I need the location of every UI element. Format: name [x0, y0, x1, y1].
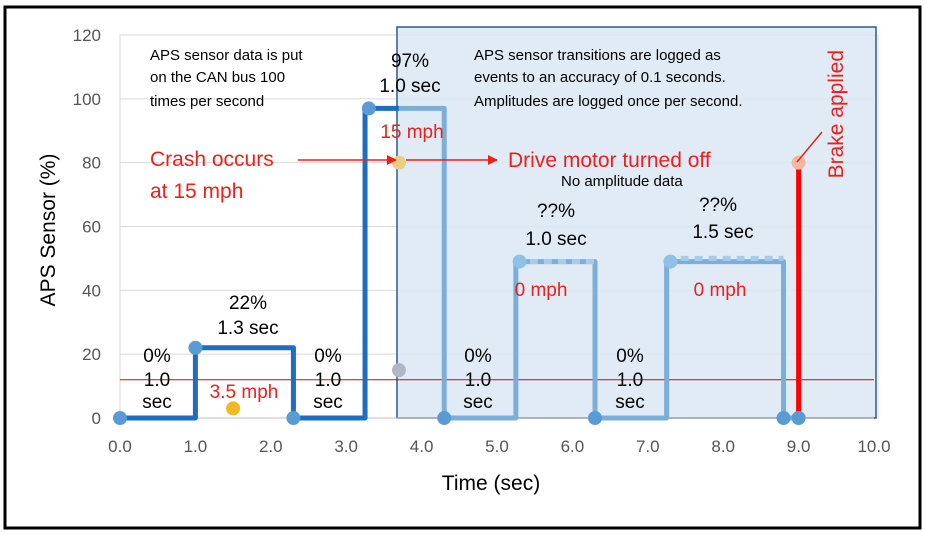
- y-tick-label-4: 80: [82, 154, 101, 173]
- seg6-percent-label: ??%: [537, 201, 575, 222]
- x-tick-label-5: 5.0: [485, 437, 509, 456]
- data-points: [113, 101, 806, 425]
- seg6-duration-label: 1.0 sec: [525, 229, 586, 250]
- dashed-connectors: [515, 255, 784, 265]
- seg2-duration-label: 1.3 sec: [217, 318, 278, 339]
- y-tick-label-2: 40: [82, 281, 101, 300]
- data-point-9: [791, 411, 806, 425]
- seg5-percent-label: 0%: [464, 346, 492, 367]
- seg8-duration-label: 1.5 sec: [692, 222, 753, 243]
- logging-note-line-2: events to an accuracy of 0.1 seconds.: [474, 69, 726, 86]
- y-tick-label-3: 60: [82, 218, 101, 237]
- can-bus-note-line-1: APS sensor data is put: [150, 47, 303, 64]
- crash-note-line-1: Crash occurs: [150, 148, 274, 171]
- seg2-percent-label: 22%: [229, 293, 267, 314]
- data-point-13: [226, 401, 241, 416]
- y-tick-label-1: 20: [82, 345, 101, 364]
- crash-note-line-2: at 15 mph: [150, 180, 243, 203]
- x-tick-label-3: 3.0: [334, 437, 358, 456]
- series-line-1: [398, 105, 799, 421]
- data-point-11: [391, 155, 406, 170]
- seg1-percent-label: 0%: [143, 346, 171, 367]
- y-tick-label-5: 100: [73, 90, 101, 109]
- data-point-2: [286, 411, 301, 425]
- x-axis-title: Time (sec): [442, 472, 540, 495]
- seg6-speed-label: 0 mph: [515, 280, 568, 301]
- x-tick-label-2: 2.0: [259, 437, 283, 456]
- seg3-percent-label: 0%: [314, 346, 342, 367]
- seg4-duration-label: 1.0 sec: [379, 76, 440, 97]
- data-point-7: [663, 254, 678, 269]
- seg4-speed-label: 15 mph: [380, 122, 443, 143]
- logging-note-line-1: APS sensor transitions are logged as: [474, 47, 721, 64]
- tick-labels: 0.0 1.0 2.0 3.0 4.0 5.0 6.0 7.0 8.0 9.0 10.0 0 20 40 6…: [73, 26, 891, 456]
- seg1-sec-label: sec: [142, 392, 172, 413]
- seg8-percent-label: ??%: [699, 195, 737, 216]
- seg3-sec-label: sec: [313, 392, 343, 413]
- data-point-0: [113, 411, 127, 425]
- data-point-5: [512, 254, 527, 269]
- x-tick-label-4: 4.0: [410, 437, 434, 456]
- data-point-10: [791, 155, 806, 170]
- seg2-speed-label: 3.5 mph: [210, 382, 279, 403]
- x-tick-label-9: 9.0: [787, 437, 811, 456]
- seg5-sec-label: sec: [463, 392, 493, 413]
- data-point-3: [361, 101, 376, 116]
- can-bus-note-line-3: times per second: [150, 93, 264, 110]
- can-bus-note-line-2: on the CAN bus 100: [150, 69, 285, 86]
- seg8-speed-label: 0 mph: [694, 280, 747, 301]
- x-tick-label-6: 6.0: [561, 437, 585, 456]
- motor-off-note: Drive motor turned off: [508, 149, 711, 172]
- seg1-duration-label: 1.0: [144, 370, 170, 391]
- data-point-4: [437, 411, 452, 425]
- data-point-6: [588, 411, 603, 425]
- seg7-sec-label: sec: [615, 392, 645, 413]
- x-tick-label-8: 8.0: [711, 437, 735, 456]
- brake-note: Brake applied: [825, 50, 848, 178]
- seg7-duration-label: 1.0: [617, 370, 643, 391]
- x-tick-label-0: 0.0: [108, 437, 132, 456]
- brake-leader-line: [796, 131, 823, 163]
- logging-note-line-3: Amplitudes are logged once per second.: [474, 93, 743, 110]
- y-axis-title: APS Sensor (%): [37, 154, 60, 307]
- seg4-percent-label: 97%: [391, 51, 429, 72]
- data-point-12: [391, 363, 406, 378]
- y-tick-label-0: 0: [92, 409, 101, 428]
- x-tick-label-10: 10.0: [857, 437, 890, 456]
- y-tick-label-6: 120: [73, 26, 101, 45]
- seg3-duration-label: 1.0: [315, 370, 341, 391]
- no-amplitude-note: No amplitude data: [561, 173, 683, 190]
- data-point-8: [776, 411, 791, 425]
- data-point-1: [188, 340, 203, 355]
- seg5-duration-label: 1.0: [465, 370, 491, 391]
- seg7-percent-label: 0%: [616, 346, 644, 367]
- x-tick-label-7: 7.0: [636, 437, 660, 456]
- x-tick-label-1: 1.0: [184, 437, 208, 456]
